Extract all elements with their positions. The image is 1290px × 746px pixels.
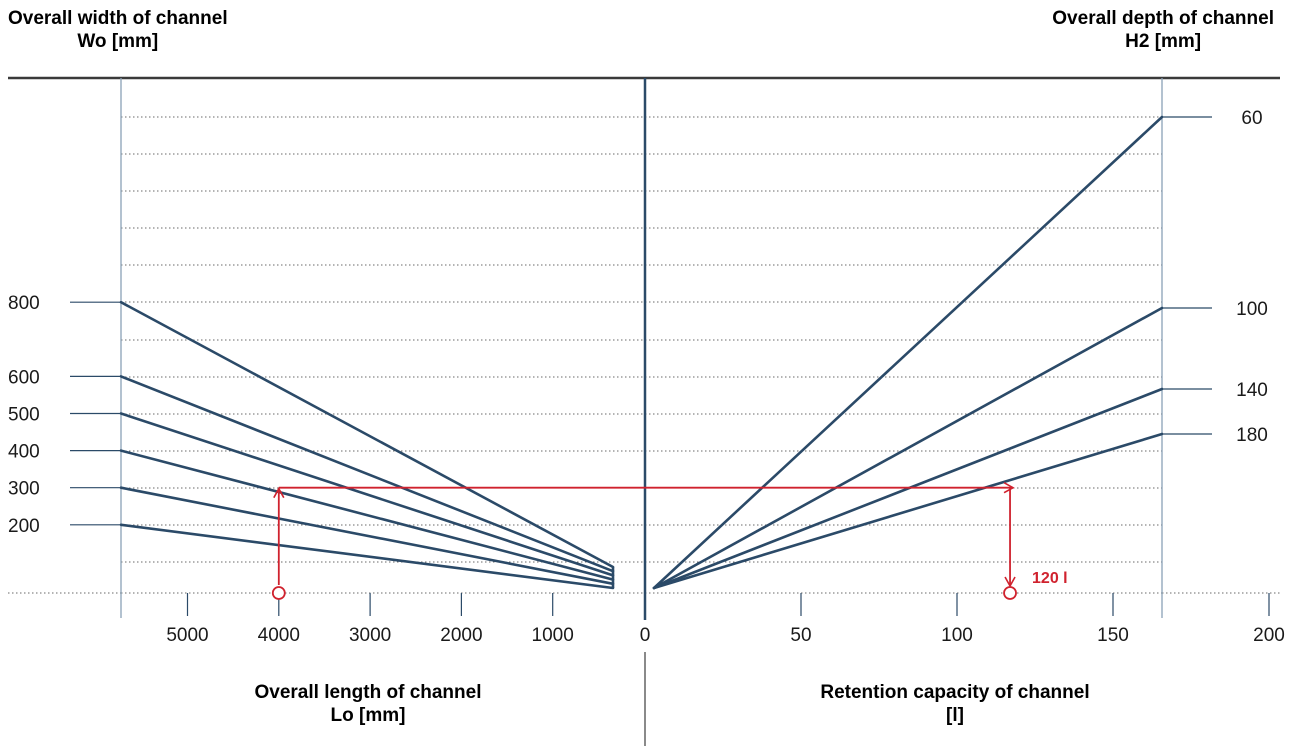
length-tick-label: 3000 [349, 625, 391, 646]
top-left-unit: Wo [mm] [77, 31, 159, 52]
example-result-marker [1003, 586, 1017, 600]
depth-tick-label: 180 [1236, 425, 1268, 446]
series-layer [70, 115, 1212, 590]
width-tick-label: 600 [8, 367, 40, 388]
width-tick-label: 300 [8, 479, 40, 500]
width-line-300 [119, 486, 615, 586]
bottom-left-unit: Lo [mm] [330, 705, 406, 726]
width-line-200 [119, 523, 615, 590]
length-tick-label: 0 [640, 625, 651, 646]
length-tick-label: 5000 [166, 625, 208, 646]
bottom-left-heading: Overall length of channel Lo [mm] [183, 681, 553, 727]
top-left-heading: Overall width of channel Wo [mm] [8, 7, 228, 53]
capacity-tick-label: 200 [1253, 625, 1285, 646]
bottom-right-title: Retention capacity of channel [820, 682, 1090, 703]
bottom-right-unit: [l] [946, 705, 964, 726]
example-start-marker [271, 586, 286, 600]
bottom-left-title: Overall length of channel [254, 682, 482, 703]
width-tick-label: 500 [8, 405, 40, 426]
top-right-heading: Overall depth of channel H2 [mm] [1052, 7, 1274, 53]
depth-line-100 [652, 306, 1164, 590]
width-line-800 [119, 300, 615, 569]
width-tick-label: 400 [8, 442, 40, 463]
depth-line-60 [652, 115, 1164, 590]
example-result-label: 120 l [1032, 570, 1068, 587]
length-tick-label: 4000 [258, 625, 300, 646]
bottom-right-heading: Retention capacity of channel [l] [745, 681, 1165, 727]
top-right-title: Overall depth of channel [1052, 8, 1274, 29]
width-tick-label: 200 [8, 516, 40, 537]
capacity-tick-label: 50 [790, 625, 811, 646]
width-line-400 [119, 449, 615, 581]
depth-line-180 [652, 432, 1164, 590]
depth-tick-label: 100 [1236, 299, 1268, 320]
length-tick-label: 1000 [532, 625, 574, 646]
top-left-title: Overall width of channel [8, 8, 228, 29]
example-layer: 120 l [271, 482, 1068, 600]
capacity-tick-label: 100 [941, 625, 973, 646]
width-line-600 [119, 375, 615, 573]
width-tick-label: 800 [8, 293, 40, 314]
depth-tick-label: 140 [1236, 380, 1268, 401]
axes-layer [8, 76, 1280, 746]
length-tick-label: 2000 [440, 625, 482, 646]
top-right-unit: H2 [mm] [1125, 31, 1202, 52]
capacity-tick-label: 150 [1097, 625, 1129, 646]
width-line-500 [119, 412, 615, 577]
depth-tick-label: 60 [1241, 108, 1262, 129]
